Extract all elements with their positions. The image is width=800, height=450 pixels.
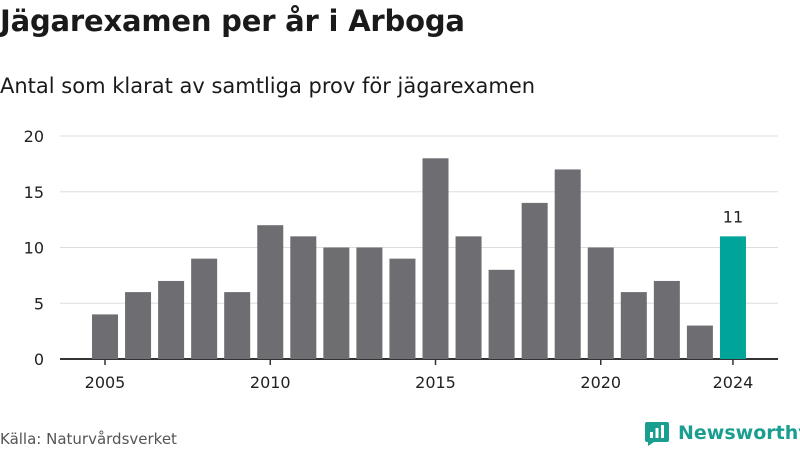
bar-chart: 0 5 10 15 20 11 2005 2010 2015 2020 2024 [24,127,778,392]
x-tick-label: 2015 [415,373,456,392]
source-note: Källa: Naturvårdsverket [0,430,177,448]
chart-subtitle: Antal som klarat av samtliga prov för jä… [0,74,536,98]
bar-2013 [356,247,383,359]
bar-2018 [521,202,548,359]
bars [92,158,746,359]
bar-2008 [191,258,218,359]
bar-2017 [488,269,515,359]
bar-2010 [257,225,284,359]
bar-2006 [125,292,152,359]
y-tick-label: 5 [34,294,44,313]
x-tick-label: 2024 [713,373,754,392]
bar-2015 [422,158,449,359]
bar-2011 [290,236,317,359]
y-tick-label: 0 [34,350,44,369]
bar-chart-logo-icon [645,422,669,446]
x-tick-label: 2005 [85,373,126,392]
data-label-2024: 11 [723,207,743,226]
bar-2005 [92,314,118,359]
y-tick-label: 10 [24,239,44,258]
bar-2014 [389,258,416,359]
x-axis-ticks: 2005 2010 2015 2020 2024 [85,359,754,392]
bar-2024 [719,236,746,359]
chart-title: Jägarexamen per år i Arboga [0,4,465,38]
bar-2016 [455,236,482,359]
bar-2012 [323,247,350,359]
bar-2021 [620,292,647,359]
y-tick-label: 15 [24,183,44,202]
bar-2009 [224,292,251,359]
bar-2007 [158,280,185,359]
bar-2019 [554,169,581,359]
brand-logo: Newsworthy [644,420,800,446]
y-tick-label: 20 [24,127,44,146]
bar-2020 [587,247,614,359]
brand-name: Newsworthy [678,422,800,444]
x-tick-label: 2010 [250,373,291,392]
data-labels: 11 [723,207,743,226]
y-axis-ticks: 0 5 10 15 20 [24,127,44,369]
bar-2023 [686,325,713,359]
x-tick-label: 2020 [580,373,621,392]
bar-2022 [653,280,680,359]
